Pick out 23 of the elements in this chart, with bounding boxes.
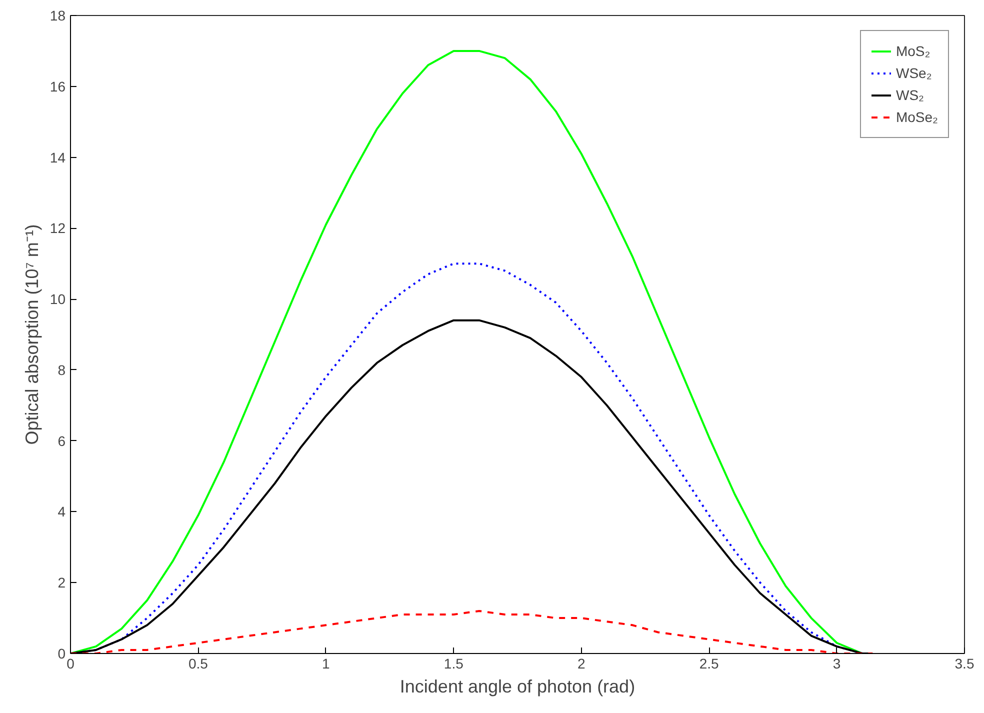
legend-label: WS₂: [896, 87, 924, 103]
legend-label: MoS₂: [896, 43, 930, 59]
y-tick-label: 10: [50, 291, 66, 308]
y-tick-label: 8: [58, 362, 66, 378]
y-tick-label: 2: [58, 574, 66, 591]
legend-label: WSe₂: [896, 65, 932, 81]
x-tick-label: 2: [577, 656, 586, 672]
x-tick-label: 2.5: [699, 656, 720, 672]
y-tick-label: 6: [58, 432, 66, 449]
x-tick-label: 1: [322, 656, 330, 672]
y-tick-label: 12: [50, 220, 66, 236]
y-tick-label: 0: [58, 646, 66, 662]
y-tick-label: 4: [58, 504, 66, 520]
x-tick-label: 3.5: [954, 656, 974, 672]
x-tick-label: 1.5: [444, 656, 464, 672]
x-axis-title: Incident angle of photon (rad): [400, 676, 636, 696]
y-tick-label: 14: [50, 149, 66, 166]
legend-label: MoSe₂: [896, 109, 938, 125]
y-tick-label: 16: [50, 78, 66, 94]
y-tick-label: 18: [50, 8, 66, 24]
y-axis-title: Optical absorption (10⁷ m⁻¹): [22, 224, 42, 445]
x-tick-label: 3: [832, 656, 841, 672]
x-tick-label: 0.5: [188, 656, 208, 672]
